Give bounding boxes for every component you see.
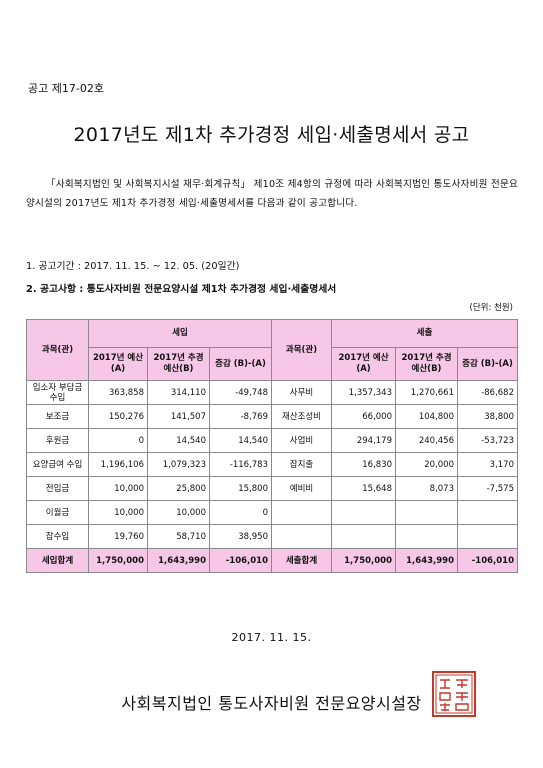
revenue-supp-header: 2017년 추경 예산(B) (147, 347, 210, 381)
revenue-account-cell: 입소자 부담금수입 (26, 380, 89, 405)
revenue-diff-cell: 14,540 (209, 428, 272, 453)
expense-diff-cell (457, 524, 518, 549)
revenue-supp-cell: 14,540 (147, 428, 210, 453)
expense-budget-cell: 1,357,343 (331, 380, 396, 405)
revenue-budget-cell: 10,000 (88, 500, 148, 525)
table-row: 요양급여 수입 1,196,106 1,079,323 -116,783 잡지출 16,8… (26, 452, 518, 477)
expense-account-cell: 사무비 (271, 380, 332, 405)
revenue-supp-cell: 141,507 (147, 404, 210, 429)
revenue-budget-header: 2017년 예산(A) (88, 347, 148, 381)
expense-diff-cell: -53,723 (457, 428, 518, 453)
revenue-budget-cell: 19,760 (88, 524, 148, 549)
revenue-supp-cell: 25,800 (147, 476, 210, 501)
expense-account-cell: 잡지출 (271, 452, 332, 477)
expense-diff-cell: 38,800 (457, 404, 518, 429)
revenue-budget-cell: 10,000 (88, 476, 148, 501)
revenue-supp-cell: 1,079,323 (147, 452, 210, 477)
expense-total-diff: -106,010 (457, 548, 518, 573)
table-row: 잡수입 19,760 58,710 38,950 (26, 524, 518, 549)
revenue-account-cell: 잡수입 (26, 524, 89, 549)
expense-supp-cell: 104,800 (395, 404, 458, 429)
expense-total-a: 1,750,000 (331, 548, 396, 573)
revenue-account-cell: 보조금 (26, 404, 89, 429)
expense-supp-cell: 8,073 (395, 476, 458, 501)
total-row: 세입합계 1,750,000 1,643,990 -106,010 세출합계 1… (26, 548, 518, 573)
organization-signature: 사회복지법인 통도사자비원 전문요양시설장 (121, 694, 422, 713)
expense-account-cell: 예비비 (271, 476, 332, 501)
page-title: 2017년도 제1차 추가경정 세입·세출명세서 공고 (73, 124, 470, 146)
expense-budget-header: 2017년 예산(A) (331, 347, 396, 381)
expense-diff-cell: 3,170 (457, 452, 518, 477)
revenue-diff-cell: -116,783 (209, 452, 272, 477)
revenue-total-diff: -106,010 (209, 548, 272, 573)
revenue-total-label: 세입합계 (26, 548, 89, 573)
expense-budget-cell (331, 500, 396, 525)
expense-supp-cell: 240,456 (395, 428, 458, 453)
revenue-header: 세입 (88, 319, 272, 348)
official-seal-icon (432, 671, 476, 717)
revenue-total-a: 1,750,000 (88, 548, 148, 573)
body-paragraph: 「사회복지법인 및 사회복지시설 재무·회계규칙」 제10조 제4항의 규정에 … (26, 179, 518, 209)
table-row: 전입금 10,000 25,800 15,800 예비비 15,648 8,073 -7,57… (26, 476, 518, 501)
expense-budget-cell (331, 524, 396, 549)
revenue-supp-cell: 314,110 (147, 380, 210, 405)
expense-diff-cell (457, 500, 518, 525)
revenue-total-b: 1,643,990 (147, 548, 210, 573)
table-row: 입소자 부담금수입 363,858 314,110 -49,748 사무비 1,357,3… (26, 380, 518, 405)
expense-budget-cell: 66,000 (331, 404, 396, 429)
expense-supp-cell: 20,000 (395, 452, 458, 477)
revenue-diff-cell: 38,950 (209, 524, 272, 549)
revenue-diff-cell: 15,800 (209, 476, 272, 501)
expense-account-cell (271, 500, 332, 525)
expense-total-b: 1,643,990 (395, 548, 458, 573)
revenue-budget-cell: 150,276 (88, 404, 148, 429)
expense-account-header: 과목(관) (271, 319, 332, 381)
notice-date: 2017. 11. 15. (231, 631, 312, 644)
expense-budget-cell: 294,179 (331, 428, 396, 453)
expense-supp-cell (395, 500, 458, 525)
notice-number: 공고 제17-02호 (28, 82, 104, 95)
revenue-account-cell: 이월금 (26, 500, 89, 525)
revenue-account-cell: 요양급여 수입 (26, 452, 89, 477)
revenue-supp-cell: 58,710 (147, 524, 210, 549)
revenue-diff-header: 증감 (B)-(A) (209, 347, 272, 381)
revenue-account-cell: 후원금 (26, 428, 89, 453)
revenue-diff-cell: -8,769 (209, 404, 272, 429)
expense-budget-cell: 16,830 (331, 452, 396, 477)
expense-account-cell (271, 524, 332, 549)
revenue-budget-cell: 1,196,106 (88, 452, 148, 477)
revenue-supp-cell: 10,000 (147, 500, 210, 525)
revenue-diff-cell: 0 (209, 500, 272, 525)
expense-diff-header: 증감 (B)-(A) (457, 347, 518, 381)
expense-supp-cell: 1,270,661 (395, 380, 458, 405)
budget-table: 과목(관) 세입 과목(관) 세출 2017년 예산(A) 2017년 추경 예… (26, 319, 518, 573)
revenue-budget-cell: 0 (88, 428, 148, 453)
expense-diff-cell: -7,575 (457, 476, 518, 501)
notice-period: 1. 공고기간 : 2017. 11. 15. ~ 12. 05. (20일간) (26, 261, 240, 272)
expense-header: 세출 (331, 319, 518, 348)
unit-label: (단위: 천원) (469, 303, 513, 313)
revenue-budget-cell: 363,858 (88, 380, 148, 405)
expense-supp-header: 2017년 추경 예산(B) (395, 347, 458, 381)
table-row: 보조금 150,276 141,507 -8,769 재산조성비 66,000 104,80… (26, 404, 518, 429)
notice-subject: 2. 공고사항 : 통도사자비원 전문요양시설 제1차 추가경정 세입·세출명세… (26, 284, 337, 295)
revenue-account-cell: 전입금 (26, 476, 89, 501)
revenue-account-header: 과목(관) (26, 319, 89, 381)
table-row: 이월금 10,000 10,000 0 (26, 500, 518, 525)
revenue-diff-cell: -49,748 (209, 380, 272, 405)
expense-account-cell: 사업비 (271, 428, 332, 453)
table-row: 후원금 0 14,540 14,540 사업비 294,179 240,456 -53,723 (26, 428, 518, 453)
expense-diff-cell: -86,682 (457, 380, 518, 405)
expense-budget-cell: 15,648 (331, 476, 396, 501)
expense-supp-cell (395, 524, 458, 549)
expense-total-label: 세출합계 (271, 548, 332, 573)
expense-account-cell: 재산조성비 (271, 404, 332, 429)
